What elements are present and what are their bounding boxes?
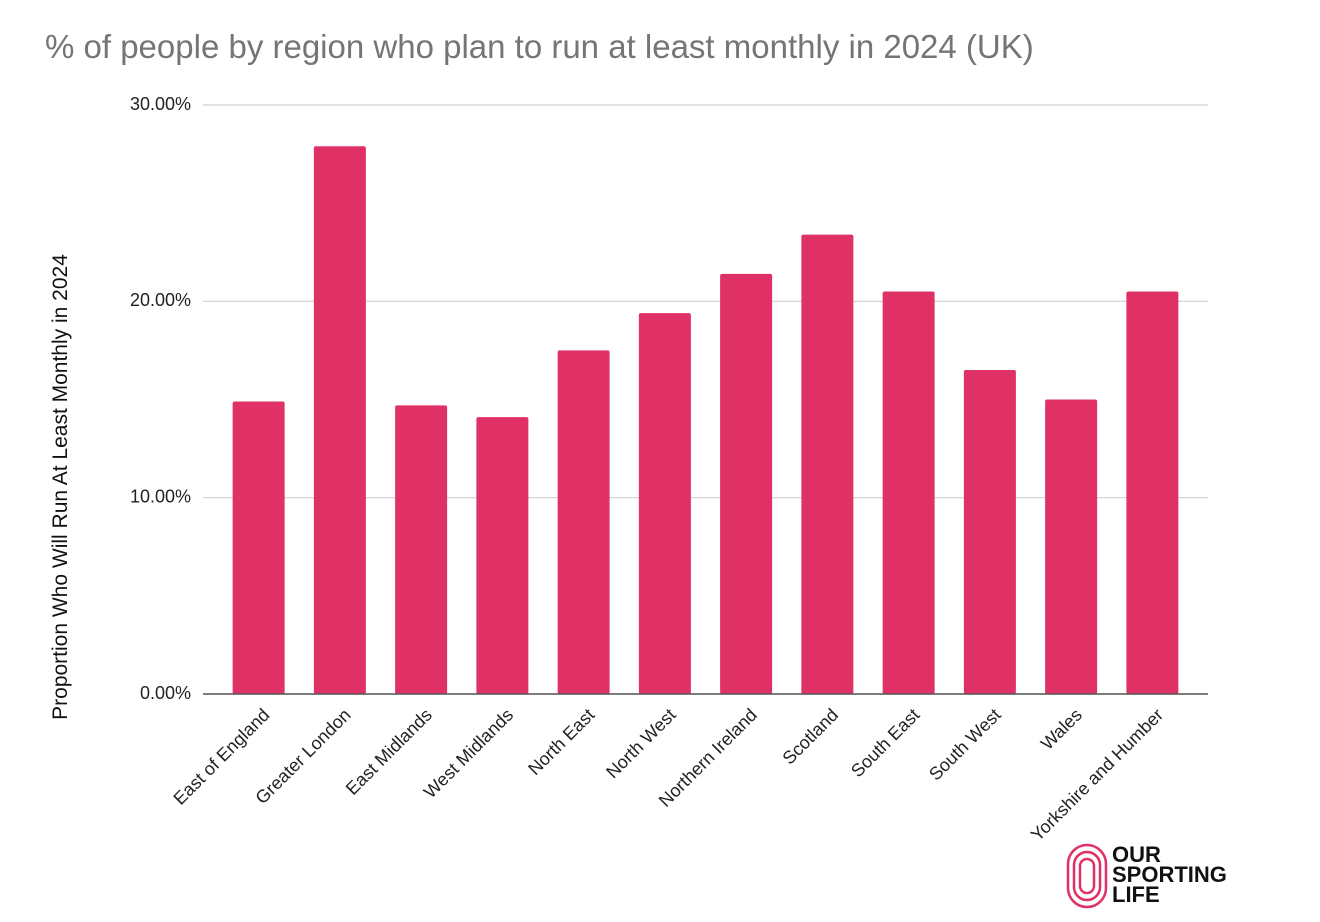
logo-text: LIFE (1112, 882, 1160, 907)
logo-icon (1066, 843, 1108, 909)
bar (720, 273, 773, 694)
bar (395, 405, 448, 694)
logo-text: OUR (1112, 842, 1161, 867)
bar (963, 370, 1016, 694)
bar (801, 234, 854, 694)
bar (638, 313, 691, 694)
bar (313, 146, 366, 695)
y-tick-label: 30.00% (130, 94, 191, 114)
x-tick-label: South East (847, 705, 923, 781)
bar (882, 291, 935, 694)
chart-title: % of people by region who plan to run at… (45, 28, 1034, 65)
bar (476, 417, 529, 694)
x-tick-label: Yorkshire and Humber (1027, 705, 1167, 845)
y-tick-label: 10.00% (130, 486, 191, 506)
x-tick-label: North East (524, 705, 598, 779)
y-axis-title: Proportion Who Will Run At Least Monthly… (49, 254, 72, 720)
x-tick-label: Wales (1037, 705, 1086, 754)
logo-text: SPORTING (1112, 862, 1227, 887)
y-tick-label: 20.00% (130, 290, 191, 310)
bar (1045, 399, 1098, 694)
bar (232, 401, 285, 694)
x-tick-label: Scotland (779, 705, 843, 769)
bar (557, 350, 610, 694)
y-tick-label: 0.00% (140, 683, 191, 703)
x-tick-label: North West (602, 705, 680, 783)
bar (1126, 291, 1179, 694)
x-tick-label: South West (925, 705, 1005, 785)
